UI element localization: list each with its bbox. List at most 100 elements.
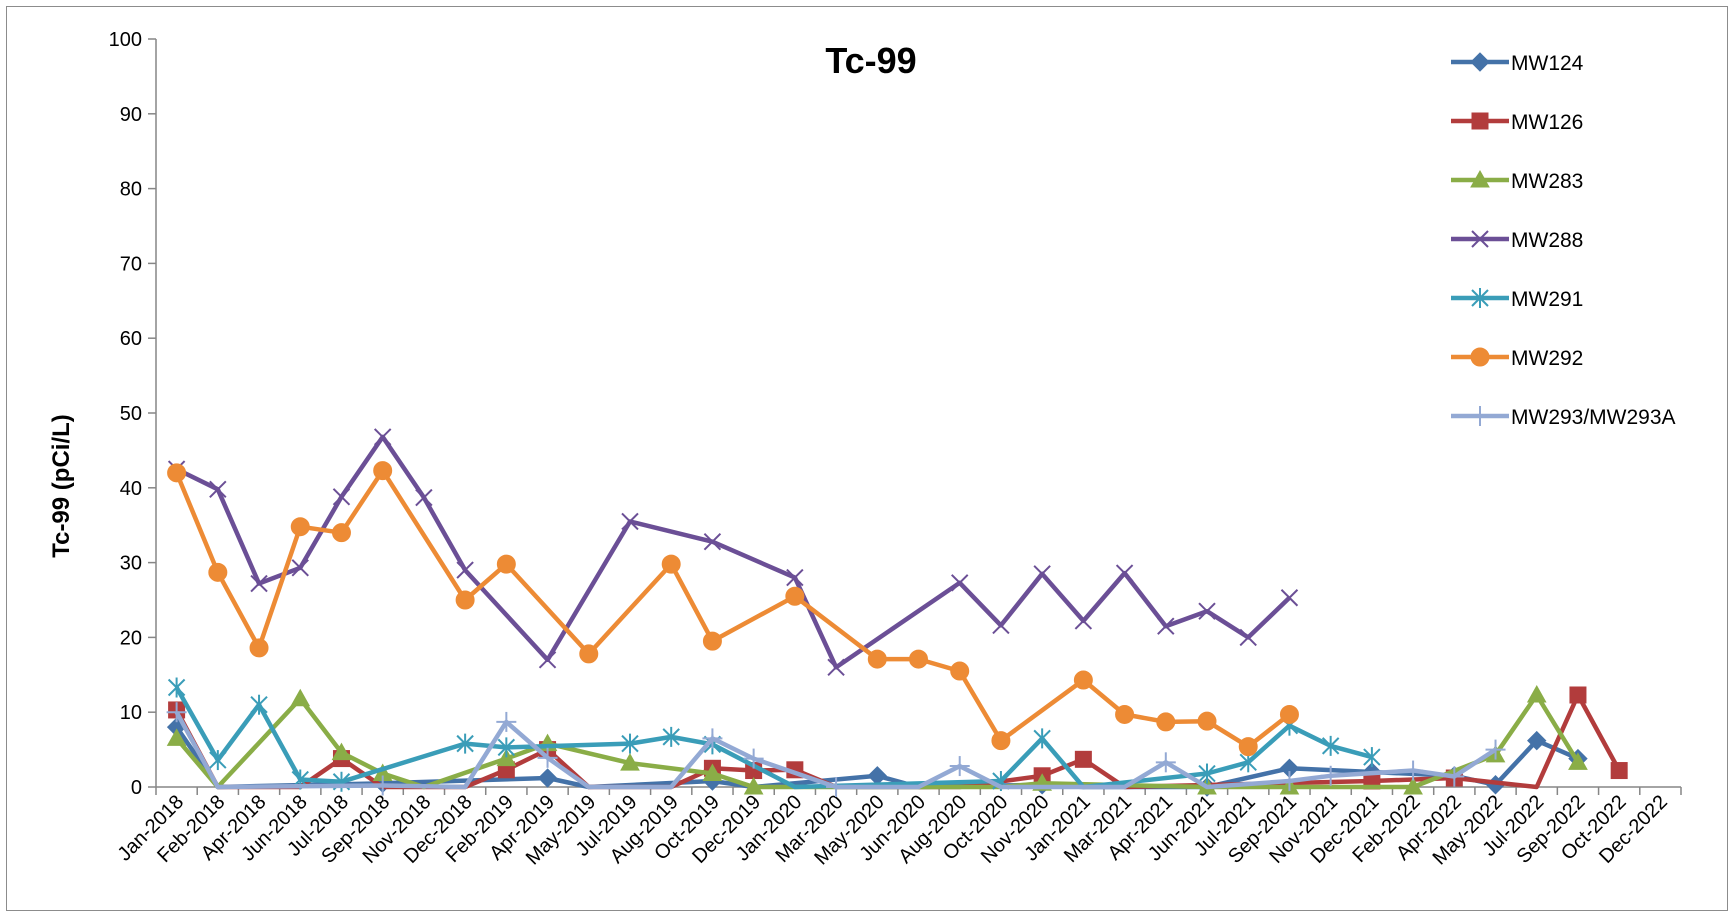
data-point (1569, 686, 1587, 704)
data-point (785, 586, 805, 606)
data-point (867, 766, 887, 786)
data-point (661, 554, 681, 574)
data-point (332, 488, 351, 506)
data-point (1320, 765, 1341, 786)
legend-entry: MW291 (1451, 288, 1583, 311)
data-point (951, 574, 969, 592)
data-point (702, 763, 723, 782)
legend-entry: MW124 (1451, 52, 1584, 75)
data-point (496, 554, 516, 574)
data-point (702, 631, 722, 651)
chart-frame: Tc-99 Tc-99 (pCi/L) 0 10 20 30 40 50 60 70 80 90 1… (6, 6, 1728, 911)
data-point (456, 561, 474, 579)
data-point (537, 768, 558, 788)
series-mw293-mw293a (166, 702, 1506, 797)
series-mw283 (166, 684, 1588, 795)
data-point (1485, 739, 1506, 760)
data-point (166, 728, 187, 746)
series-line (174, 711, 1497, 790)
data-point (1403, 760, 1424, 781)
data-point (290, 688, 311, 707)
legend-marker (1471, 230, 1489, 248)
y-tick-label: 10 (120, 702, 142, 724)
line-chart: Tc-99 Tc-99 (pCi/L) 0 10 20 30 40 50 60 70 80 90 1… (48, 29, 1682, 869)
data-point (250, 574, 268, 593)
y-tick-label: 70 (120, 253, 142, 275)
data-point (826, 777, 847, 797)
data-point (1198, 602, 1216, 620)
y-axis-label: Tc-99 (pCi/L) (48, 414, 75, 558)
data-point (1115, 564, 1134, 582)
data-point (166, 702, 187, 723)
legend-marker (1470, 169, 1490, 188)
legend-entry: MW288 (1451, 229, 1583, 252)
legend-entry: MW293/MW293A (1451, 406, 1676, 429)
data-point (1527, 730, 1547, 751)
data-point (1155, 752, 1176, 773)
y-tick-label: 20 (120, 627, 142, 649)
data-point (167, 463, 187, 483)
data-point (1156, 712, 1176, 732)
data-point (991, 731, 1011, 751)
data-point (620, 753, 640, 771)
data-point (209, 750, 227, 771)
data-point (456, 733, 474, 754)
data-point (621, 733, 639, 754)
data-point (538, 651, 557, 669)
y-tick-label: 60 (120, 328, 142, 350)
legend-entry: MW283 (1451, 169, 1583, 193)
data-point (1197, 711, 1217, 731)
legend-entry: MW292 (1451, 347, 1583, 370)
data-point (1279, 771, 1300, 792)
series-layer (166, 428, 1628, 797)
data-point (496, 711, 517, 732)
data-point (909, 649, 928, 669)
data-point (949, 756, 970, 777)
y-tick-label: 50 (120, 403, 142, 425)
data-point (1074, 612, 1093, 630)
series-mw126 (168, 686, 1628, 790)
data-point (1610, 762, 1628, 780)
legend-marker (1471, 288, 1489, 308)
data-point (167, 677, 186, 698)
data-point (209, 480, 227, 499)
data-point (1403, 776, 1423, 795)
legend-label: MW283 (1511, 170, 1583, 193)
data-point (1444, 766, 1465, 787)
data-point (743, 776, 764, 795)
data-point (415, 488, 433, 507)
data-point (250, 694, 268, 715)
legend-label: MW288 (1511, 229, 1583, 252)
data-point (827, 658, 845, 677)
legend-marker (1470, 52, 1490, 72)
legend: MW124 MW126 MW283 MW288 MW291 MW292 MW293/MW29… (1451, 52, 1676, 429)
data-point (1526, 684, 1547, 703)
data-point (662, 726, 680, 747)
data-point (992, 616, 1010, 635)
data-point (537, 747, 558, 768)
axes: 0102030405060708090100Jan-2018Feb-2018Ap… (109, 29, 1682, 869)
data-point (621, 512, 639, 531)
data-point (372, 775, 393, 796)
data-point (1279, 704, 1299, 724)
data-point (1157, 617, 1175, 635)
data-point (331, 742, 352, 761)
series-mw292 (167, 461, 1299, 757)
data-point (702, 728, 723, 749)
data-point (1568, 752, 1588, 770)
series-line (174, 468, 1291, 749)
y-tick-label: 0 (131, 777, 142, 799)
legend-marker (1471, 112, 1489, 130)
data-point (455, 590, 475, 610)
data-point (497, 737, 516, 758)
data-point (208, 562, 228, 582)
data-point (1363, 747, 1381, 768)
data-point (1280, 589, 1299, 607)
data-point (249, 638, 269, 658)
data-point (373, 428, 392, 446)
legend-label: MW292 (1511, 347, 1583, 370)
y-tick-label: 40 (120, 478, 142, 500)
data-point (373, 461, 393, 481)
data-point (1033, 565, 1051, 583)
data-point (786, 568, 804, 587)
